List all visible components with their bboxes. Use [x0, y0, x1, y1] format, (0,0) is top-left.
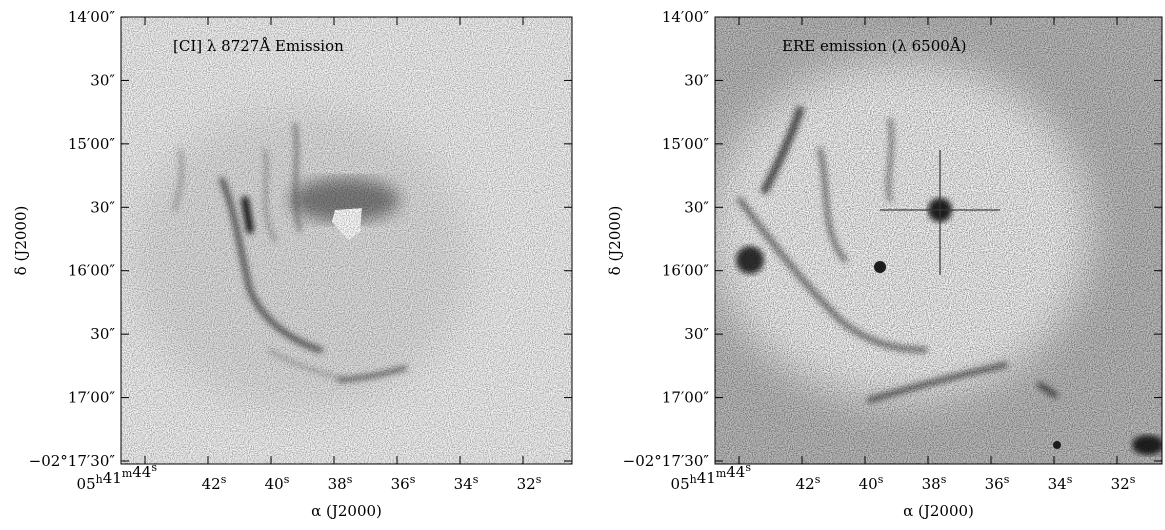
y-tick-label: 30″ [90, 71, 115, 89]
x-axis-label: α (J2000) [311, 502, 382, 520]
x-tick-label: 05h41m44s [77, 461, 158, 493]
frame [714, 16, 1163, 465]
y-tick-label: 30″ [684, 325, 709, 343]
x-tick-label: 36s [391, 473, 416, 493]
cI-image [121, 17, 572, 464]
x-tick-label: 32s [1111, 473, 1136, 493]
y-tick-label: 30″ [684, 71, 709, 89]
x-tick-label: 38s [328, 473, 353, 493]
y-tick-label: 14′00″ [68, 8, 116, 26]
y-tick-label: 16′00″ [68, 262, 116, 280]
axes: 14′00″ 30″ 15′00″ 30″ 16′00″ 30″ 17′00″ −02°17′… [12, 8, 1162, 520]
y-tick-label: 17′00″ [68, 389, 116, 407]
x-tick-label: 42s [202, 473, 227, 493]
x-tick-label: 05h41m44s [671, 461, 752, 493]
x-tick-label: 40s [265, 473, 290, 493]
x-tick-label: 40s [859, 473, 884, 493]
x-tick-label: 34s [1048, 473, 1073, 493]
y-tick-label: 30″ [90, 325, 115, 343]
y-axis-label: δ (J2000) [12, 206, 30, 276]
y-tick-label: 17′00″ [662, 389, 710, 407]
y-tick-label: 30″ [684, 198, 709, 216]
y-tick-label: 14′00″ [662, 8, 710, 26]
y-tick-label: 15′00″ [662, 135, 710, 153]
ere-image [715, 17, 1162, 464]
y-tick-label: −02°17′30″ [29, 452, 116, 470]
y-tick-label: 16′00″ [662, 262, 710, 280]
y-tick-label: 15′00″ [68, 135, 116, 153]
x-tick-label: 42s [796, 473, 821, 493]
panel-title: [CI] λ 8727Å Emission [173, 37, 344, 55]
x-tick-label: 38s [922, 473, 947, 493]
y-axis-label: δ (J2000) [606, 206, 624, 276]
panel-title: ERE emission (λ 6500Å) [782, 37, 967, 55]
frame [120, 16, 573, 465]
x-tick-label: 34s [454, 473, 479, 493]
y-tick-label: −02°17′30″ [623, 452, 710, 470]
x-tick-label: 36s [985, 473, 1010, 493]
y-tick-label: 30″ [90, 198, 115, 216]
x-axis-label: α (J2000) [903, 502, 974, 520]
x-tick-label: 32s [517, 473, 542, 493]
